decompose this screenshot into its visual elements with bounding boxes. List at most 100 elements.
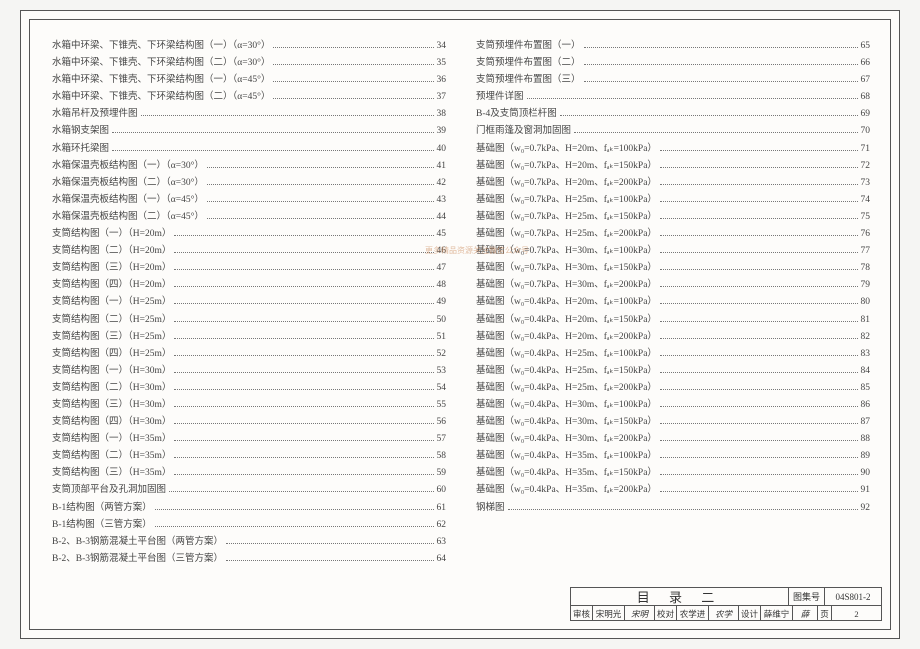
toc-label: 基础图（w₀=0.7kPa、H=25m、fₐₖ=150kPa）	[476, 209, 657, 226]
toc-dots	[174, 303, 433, 304]
toc-page: 78	[861, 260, 871, 277]
toc-page: 39	[437, 123, 447, 140]
toc-label: 支筒结构图（四）（H=20m）	[52, 277, 171, 294]
toc-label: 基础图（w₀=0.4kPa、H=30m、fₐₖ=100kPa）	[476, 397, 657, 414]
toc-label: B-1结构图（三管方案）	[52, 517, 152, 534]
toc-label: 基础图（w₀=0.7kPa、H=30m、fₐₖ=150kPa）	[476, 260, 657, 277]
toc-dots	[273, 81, 433, 82]
design-label: 设计	[739, 606, 761, 621]
toc-label: 支筒结构图（二）（H=20m）	[52, 243, 171, 260]
toc-row: 支筒结构图（一）（H=20m）45	[52, 226, 446, 243]
toc-page: 46	[437, 243, 447, 260]
toc-dots	[660, 167, 858, 168]
toc-dots	[174, 235, 433, 236]
toc-row: 基础图（w₀=0.7kPa、H=30m、fₐₖ=100kPa）77	[476, 243, 870, 260]
toc-label: 支筒结构图（一）（H=20m）	[52, 226, 171, 243]
toc-row: 基础图（w₀=0.7kPa、H=30m、fₐₖ=150kPa） 78	[476, 260, 870, 277]
toc-label: 支筒结构图（二）（H=30m）	[52, 380, 171, 397]
toc-dots	[226, 560, 433, 561]
set-label: 图集号	[789, 588, 825, 605]
set-number: 04S801-2	[825, 588, 881, 605]
toc-row: 水箱保温壳板结构图（二）（α=30°） 42	[52, 175, 446, 192]
toc-label: 支筒结构图（一）（H=30m）	[52, 363, 171, 380]
toc-dots	[174, 252, 433, 253]
toc-page: 48	[437, 277, 447, 294]
toc-label: 基础图（w₀=0.7kPa、H=20m、fₐₖ=200kPa）	[476, 175, 657, 192]
toc-page: 40	[437, 141, 447, 158]
review-label: 审核	[571, 606, 593, 621]
toc-dots	[226, 543, 433, 544]
toc-column-left: 水箱中环梁、下锥壳、下环梁结构图（一）（α=30°）34水箱中环梁、下锥壳、下环…	[52, 38, 446, 588]
toc-page: 89	[861, 448, 871, 465]
toc-row: 预埋件详图68	[476, 89, 870, 106]
toc-row: 支筒结构图（二）（H=20m） 46	[52, 243, 446, 260]
toc-label: 基础图（w₀=0.7kPa、H=25m、fₐₖ=100kPa）	[476, 192, 657, 209]
toc-label: 基础图（w₀=0.4kPa、H=25m、fₐₖ=150kPa）	[476, 363, 657, 380]
toc-dots	[584, 81, 858, 82]
toc-label: 支筒结构图（二）（H=25m）	[52, 312, 171, 329]
toc-page: 83	[861, 346, 871, 363]
toc-dots	[660, 201, 858, 202]
toc-page: 67	[861, 72, 871, 89]
toc-page: 85	[861, 380, 871, 397]
toc-dots	[174, 321, 433, 322]
toc-label: 水箱保温壳板结构图（二）（α=30°）	[52, 175, 204, 192]
toc-row: 基础图（w₀=0.4kPa、H=30m、fₐₖ=150kPa）87	[476, 414, 870, 431]
toc-dots	[660, 286, 858, 287]
toc-page: 42	[437, 175, 447, 192]
toc-page: 49	[437, 294, 447, 311]
toc-dots	[660, 321, 858, 322]
toc-row: 基础图（w₀=0.7kPa、H=30m、fₐₖ=200kPa）79	[476, 277, 870, 294]
toc-row: 基础图（w₀=0.4kPa、H=20m、fₐₖ=200kPa）82	[476, 329, 870, 346]
toc-row: 支筒预埋件布置图（三）67	[476, 72, 870, 89]
toc-label: 支筒结构图（一）（H=35m）	[52, 431, 171, 448]
check-name: 农学进	[677, 606, 709, 621]
toc-label: 基础图（w₀=0.7kPa、H=20m、fₐₖ=150kPa）	[476, 158, 657, 175]
toc-row: 支筒顶部平台及孔洞加固图60	[52, 482, 446, 499]
toc-label: B-2、B-3钢筋混凝土平台图（两管方案）	[52, 534, 223, 551]
toc-row: B-4及支筒顶栏杆图69	[476, 106, 870, 123]
toc-label: 基础图（w₀=0.4kPa、H=35m、fₐₖ=200kPa）	[476, 482, 657, 499]
toc-label: 基础图（w₀=0.7kPa、H=30m、fₐₖ=200kPa）	[476, 277, 657, 294]
toc-dots	[660, 218, 858, 219]
toc-dots	[660, 252, 858, 253]
toc-label: 基础图（w₀=0.4kPa、H=25m、fₐₖ=100kPa）	[476, 346, 657, 363]
toc-row: 水箱钢支架图39	[52, 123, 446, 140]
page-number: 2	[832, 606, 881, 621]
toc-page: 54	[437, 380, 447, 397]
toc-page: 88	[861, 431, 871, 448]
toc-page: 70	[861, 123, 871, 140]
toc-dots	[155, 509, 434, 510]
page-frame: 更多精品资源关注微信公众号 水箱中环梁、下锥壳、下环梁结构图（一）（α=30°）…	[20, 10, 900, 639]
check-sign: 农学	[709, 606, 739, 621]
toc-dots	[660, 457, 858, 458]
toc-page: 90	[861, 465, 871, 482]
toc-label: 水箱中环梁、下锥壳、下环梁结构图（二）（α=30°）	[52, 55, 270, 72]
toc-label: 支筒预埋件布置图（一）	[476, 38, 581, 55]
review-sign: 宋明	[625, 606, 655, 621]
toc-row: 水箱中环梁、下锥壳、下环梁结构图（一）（α=30°）34	[52, 38, 446, 55]
toc-row: 支筒结构图（二）（H=30m） 54	[52, 380, 446, 397]
toc-dots	[584, 47, 858, 48]
toc-page: 62	[437, 517, 447, 534]
toc-label: B-1结构图（两管方案）	[52, 500, 152, 517]
toc-row: 支筒结构图（一）（H=25m）49	[52, 294, 446, 311]
toc-page: 43	[437, 192, 447, 209]
toc-page: 80	[861, 294, 871, 311]
toc-label: 支筒结构图（三）（H=30m）	[52, 397, 171, 414]
toc-row: 支筒结构图（一）（H=30m） 53	[52, 363, 446, 380]
toc-row: 基础图（w₀=0.4kPa、H=20m、fₐₖ=150kPa）81	[476, 312, 870, 329]
toc-page: 35	[437, 55, 447, 72]
toc-page: 58	[437, 448, 447, 465]
toc-columns: 水箱中环梁、下锥壳、下环梁结构图（一）（α=30°）34水箱中环梁、下锥壳、下环…	[52, 38, 870, 588]
toc-row: 水箱中环梁、下锥壳、下环梁结构图（二）（α=30°） 35	[52, 55, 446, 72]
toc-label: 水箱环托梁图	[52, 141, 109, 158]
toc-label: 门框雨篷及窗洞加固图	[476, 123, 571, 140]
toc-label: 支筒结构图（二）（H=35m）	[52, 448, 171, 465]
toc-page: 61	[437, 500, 447, 517]
toc-label: 基础图（w₀=0.4kPa、H=20m、fₐₖ=200kPa）	[476, 329, 657, 346]
toc-dots	[660, 355, 858, 356]
toc-page: 71	[861, 141, 871, 158]
toc-page: 53	[437, 363, 447, 380]
toc-page: 77	[861, 243, 871, 260]
